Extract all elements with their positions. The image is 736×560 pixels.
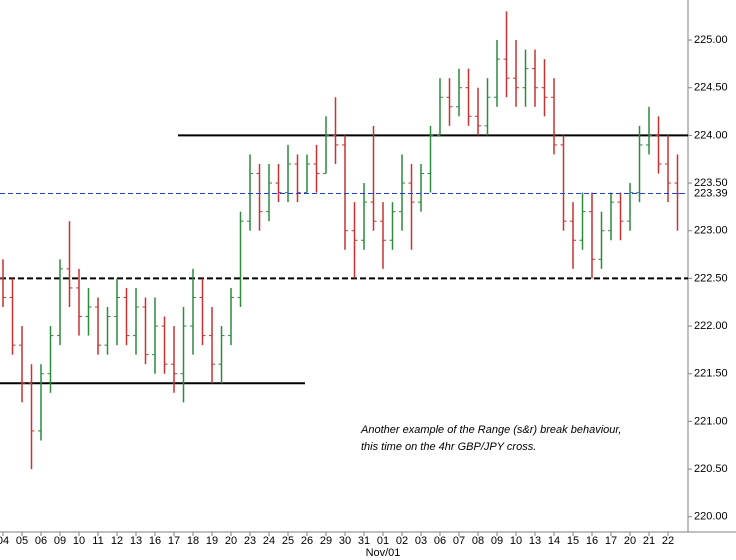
x-tick-label: 19 — [206, 535, 218, 547]
x-tick-label: 23 — [244, 535, 256, 547]
y-tick-label: 221.50 — [694, 368, 728, 380]
x-tick-label: 21 — [643, 535, 655, 547]
x-tick-label: 30 — [339, 535, 351, 547]
x-tick-label: 16 — [586, 535, 598, 547]
x-tick-label: 16 — [149, 535, 161, 547]
x-tick-label: 18 — [187, 535, 199, 547]
x-tick-label: 12 — [111, 535, 123, 547]
x-tick-label: 24 — [263, 535, 275, 547]
x-tick-label: 31 — [358, 535, 370, 547]
annotation: this time on the 4hr GBP/JPY cross. — [361, 441, 536, 453]
x-tick-label: 17 — [605, 535, 617, 547]
y-tick-label: 220.50 — [694, 463, 728, 475]
x-tick-label: 22 — [662, 535, 674, 547]
y-tick-label: 222.50 — [694, 272, 728, 284]
month-label: Nov/01 — [366, 547, 401, 559]
y-tick-label: 221.00 — [694, 415, 728, 427]
x-tick-label: 10 — [510, 535, 522, 547]
x-tick-label: 06 — [35, 535, 47, 547]
x-tick-label: 29 — [320, 535, 332, 547]
y-tick-label: 224.00 — [694, 129, 728, 141]
x-tick-label: 15 — [567, 535, 579, 547]
x-tick-label: 05 — [16, 535, 28, 547]
x-tick-label: 04 — [0, 535, 9, 547]
x-tick-label: 08 — [472, 535, 484, 547]
x-tick-label: 03 — [415, 535, 427, 547]
x-tick-label: 13 — [529, 535, 541, 547]
x-tick-label: 06 — [434, 535, 446, 547]
y-tick-label: 220.00 — [694, 511, 728, 523]
annotation: Another example of the Range (s&r) break… — [360, 424, 621, 436]
x-tick-label: 11 — [92, 535, 103, 547]
x-tick-label: 13 — [130, 535, 142, 547]
x-tick-label: 25 — [282, 535, 294, 547]
current-price-box — [689, 186, 735, 201]
x-tick-label: 07 — [453, 535, 465, 547]
y-tick-label: 224.50 — [694, 82, 728, 94]
x-tick-label: 14 — [548, 535, 560, 547]
x-tick-label: 09 — [54, 535, 66, 547]
y-tick-label: 222.00 — [694, 320, 728, 332]
current-price-label: 223.39 — [694, 187, 728, 199]
x-tick-label: 09 — [491, 535, 503, 547]
y-tick-label: 223.50 — [694, 177, 728, 189]
x-tick-label: 20 — [624, 535, 636, 547]
y-tick-label: 223.00 — [694, 225, 728, 237]
x-tick-label: 10 — [73, 535, 85, 547]
x-tick-label: 01 — [377, 535, 389, 547]
x-tick-label: 17 — [168, 535, 180, 547]
y-tick-label: 225.00 — [694, 34, 728, 46]
x-tick-label: 20 — [225, 535, 237, 547]
x-tick-label: 02 — [396, 535, 408, 547]
x-tick-label: 26 — [301, 535, 313, 547]
